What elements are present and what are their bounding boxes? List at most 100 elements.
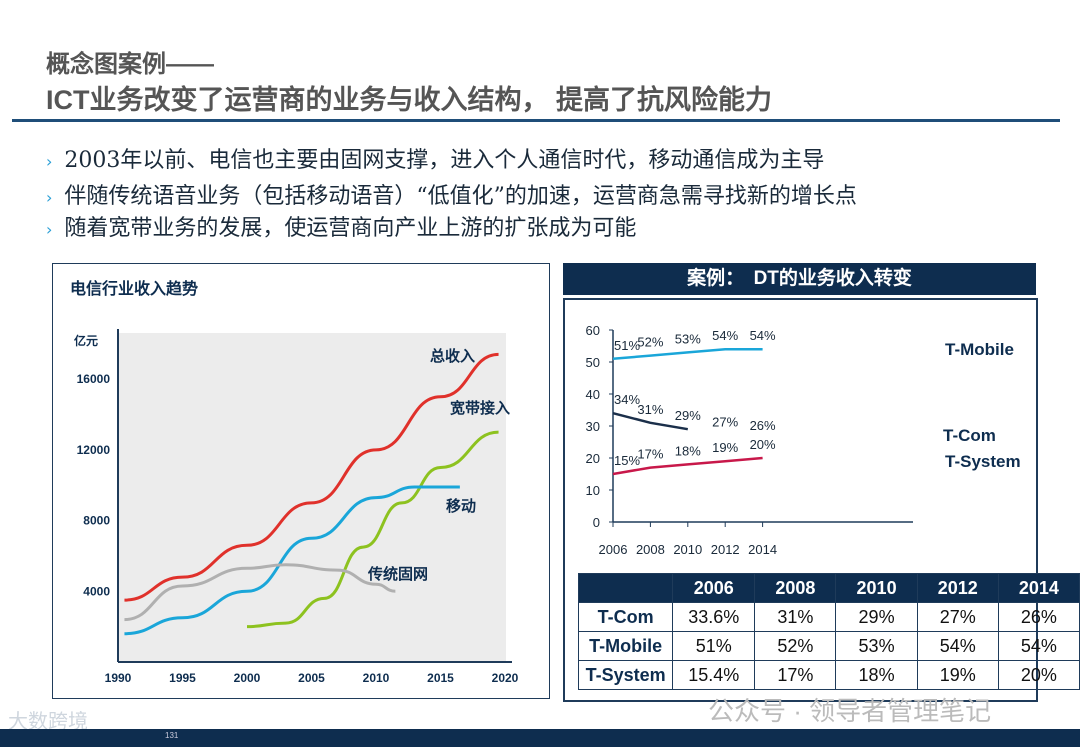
x-tick-label: 2012: [711, 542, 740, 557]
chevron-right-icon: ›: [46, 152, 53, 171]
bullet-text: 随着宽带业务的发展，使运营商向产业上游的扩张成为可能: [64, 216, 637, 241]
x-tick-label: 1995: [169, 671, 196, 685]
series-label: T-Mobile: [945, 340, 1014, 359]
data-label: 17%: [637, 447, 663, 462]
series-label: 移动: [446, 497, 476, 515]
series-line: [612, 411, 689, 431]
table-row: T-Com 33.6% 31% 29% 27% 26%: [577, 602, 1080, 632]
data-label: 52%: [637, 335, 663, 350]
x-tick-label: 2010: [363, 671, 390, 685]
footer-bar: [0, 729, 1080, 747]
table-cell: 17%: [754, 660, 837, 690]
y-tick-label: 8000: [83, 514, 110, 528]
bullet: › 2003年以前、电信也主要由固网支撑，进入个人通信时代，移动通信成为主导: [46, 142, 824, 174]
series-line: [246, 430, 499, 629]
data-label: 15%: [614, 453, 640, 468]
watermark: 公众号 · 领导者管理笔记: [708, 696, 992, 726]
dt-revenue-chart: 0 10 20 30 40 50 60 2006 2008 2010 2012 2014 51%52% 5…: [586, 323, 1021, 557]
data-label: 18%: [675, 443, 701, 458]
y-tick-label: 12000: [77, 443, 111, 457]
column-header: 2008: [754, 573, 837, 603]
table-cell: 31%: [754, 602, 837, 632]
data-label: 29%: [675, 408, 701, 423]
y-tick-label: 4000: [83, 584, 110, 598]
data-label: 51%: [614, 338, 640, 353]
x-tick-label: 2015: [427, 671, 454, 685]
data-label: 31%: [637, 402, 663, 417]
series-line: [612, 347, 763, 361]
table-cell: 20%: [997, 660, 1080, 690]
column-header: 2010: [835, 573, 918, 603]
chevron-right-icon: ›: [46, 188, 53, 207]
x-tick-label: 2006: [599, 542, 628, 557]
data-label: 53%: [675, 331, 701, 346]
row-label: T-Com: [577, 602, 674, 632]
y-tick-label: 10: [586, 483, 600, 498]
table-cell: 26%: [997, 602, 1080, 632]
table-cell: 19%: [916, 660, 999, 690]
table-cell: 33.6%: [672, 602, 756, 632]
title-line-2: ICT业务改变了运营商的业务与收入结构， 提高了抗风险能力: [46, 85, 772, 115]
plot-area: [118, 333, 506, 663]
data-label: 19%: [712, 440, 738, 455]
table-cell: 54%: [916, 631, 999, 661]
column-header: 2012: [916, 573, 999, 603]
data-label: 34%: [614, 392, 640, 407]
bullet-text: 2003年以前、电信也主要由固网支撑，进入个人通信时代，移动通信成为主导: [64, 148, 825, 173]
table-cell: 15.4%: [672, 660, 756, 690]
x-tick-label: 2014: [748, 542, 777, 557]
series-line: [124, 485, 460, 636]
table-cell: 53%: [835, 631, 918, 661]
x-tick-label: 1990: [105, 671, 132, 685]
series-label: 宽带接入: [449, 399, 510, 417]
table-cell: 18%: [835, 660, 918, 690]
row-label: T-Mobile: [577, 631, 674, 661]
y-tick-label: 30: [586, 419, 600, 434]
y-tick-label: 20: [586, 451, 600, 466]
bullet-text: 伴随传统语音业务（包括移动语音）“低值化”的加速，运营商急需寻找新的增长点: [64, 184, 857, 209]
x-tick-label: 2005: [298, 671, 325, 685]
logo: 大数跨境: [8, 711, 88, 733]
title-line-1: 概念图案例——: [46, 51, 214, 78]
x-tick-label: 2020: [492, 671, 519, 685]
chart-title: 电信行业收入趋势: [70, 279, 198, 298]
column-header: 2014: [997, 573, 1080, 603]
industry-revenue-panel: [52, 263, 550, 699]
table-cell: 27%: [916, 602, 999, 632]
data-label: 26%: [750, 418, 776, 433]
data-label: 54%: [712, 328, 738, 343]
column-header: 2006: [672, 573, 756, 603]
dt-case-header: 案例： DT的业务收入转变: [563, 263, 1036, 295]
dt-case-panel: [563, 298, 1038, 702]
table-cell: 52%: [754, 631, 837, 661]
y-axis-label: 亿元: [74, 333, 98, 348]
table-cell: 29%: [835, 602, 918, 632]
y-tick-label: 16000: [77, 372, 111, 386]
divider: [12, 119, 1060, 122]
y-tick-label: 50: [586, 355, 600, 370]
chevron-right-icon: ›: [46, 220, 53, 239]
y-tick-label: 0: [593, 515, 600, 530]
dt-revenue-table: 2006 2008 2010 2012 2014 T-Com 33.6% 31% 29% 27% 2…: [577, 573, 1080, 690]
bullet: › 伴随传统语音业务（包括移动语音）“低值化”的加速，运营商急需寻找新的增长点: [46, 178, 857, 210]
page-number: 131: [165, 731, 179, 740]
series-line: [124, 563, 396, 622]
series-line: [612, 456, 763, 476]
x-tick-label: 2008: [636, 542, 665, 557]
data-label: 54%: [750, 328, 776, 343]
row-label: T-System: [577, 660, 674, 690]
y-tick-label: 40: [586, 387, 600, 402]
x-tick-label: 2000: [234, 671, 261, 685]
data-label: 20%: [750, 437, 776, 452]
column-header: [577, 573, 674, 603]
series-label: T-Com: [943, 426, 996, 445]
series-label: T-System: [945, 452, 1021, 471]
series-label: 传统固网: [367, 565, 428, 583]
table-header-row: 2006 2008 2010 2012 2014: [577, 573, 1080, 603]
table-row: T-System 15.4% 17% 18% 19% 20%: [577, 660, 1080, 690]
bullet: › 随着宽带业务的发展，使运营商向产业上游的扩张成为可能: [46, 210, 636, 242]
y-tick-label: 60: [586, 323, 600, 338]
table-cell: 54%: [997, 631, 1080, 661]
series-line: [124, 352, 499, 602]
